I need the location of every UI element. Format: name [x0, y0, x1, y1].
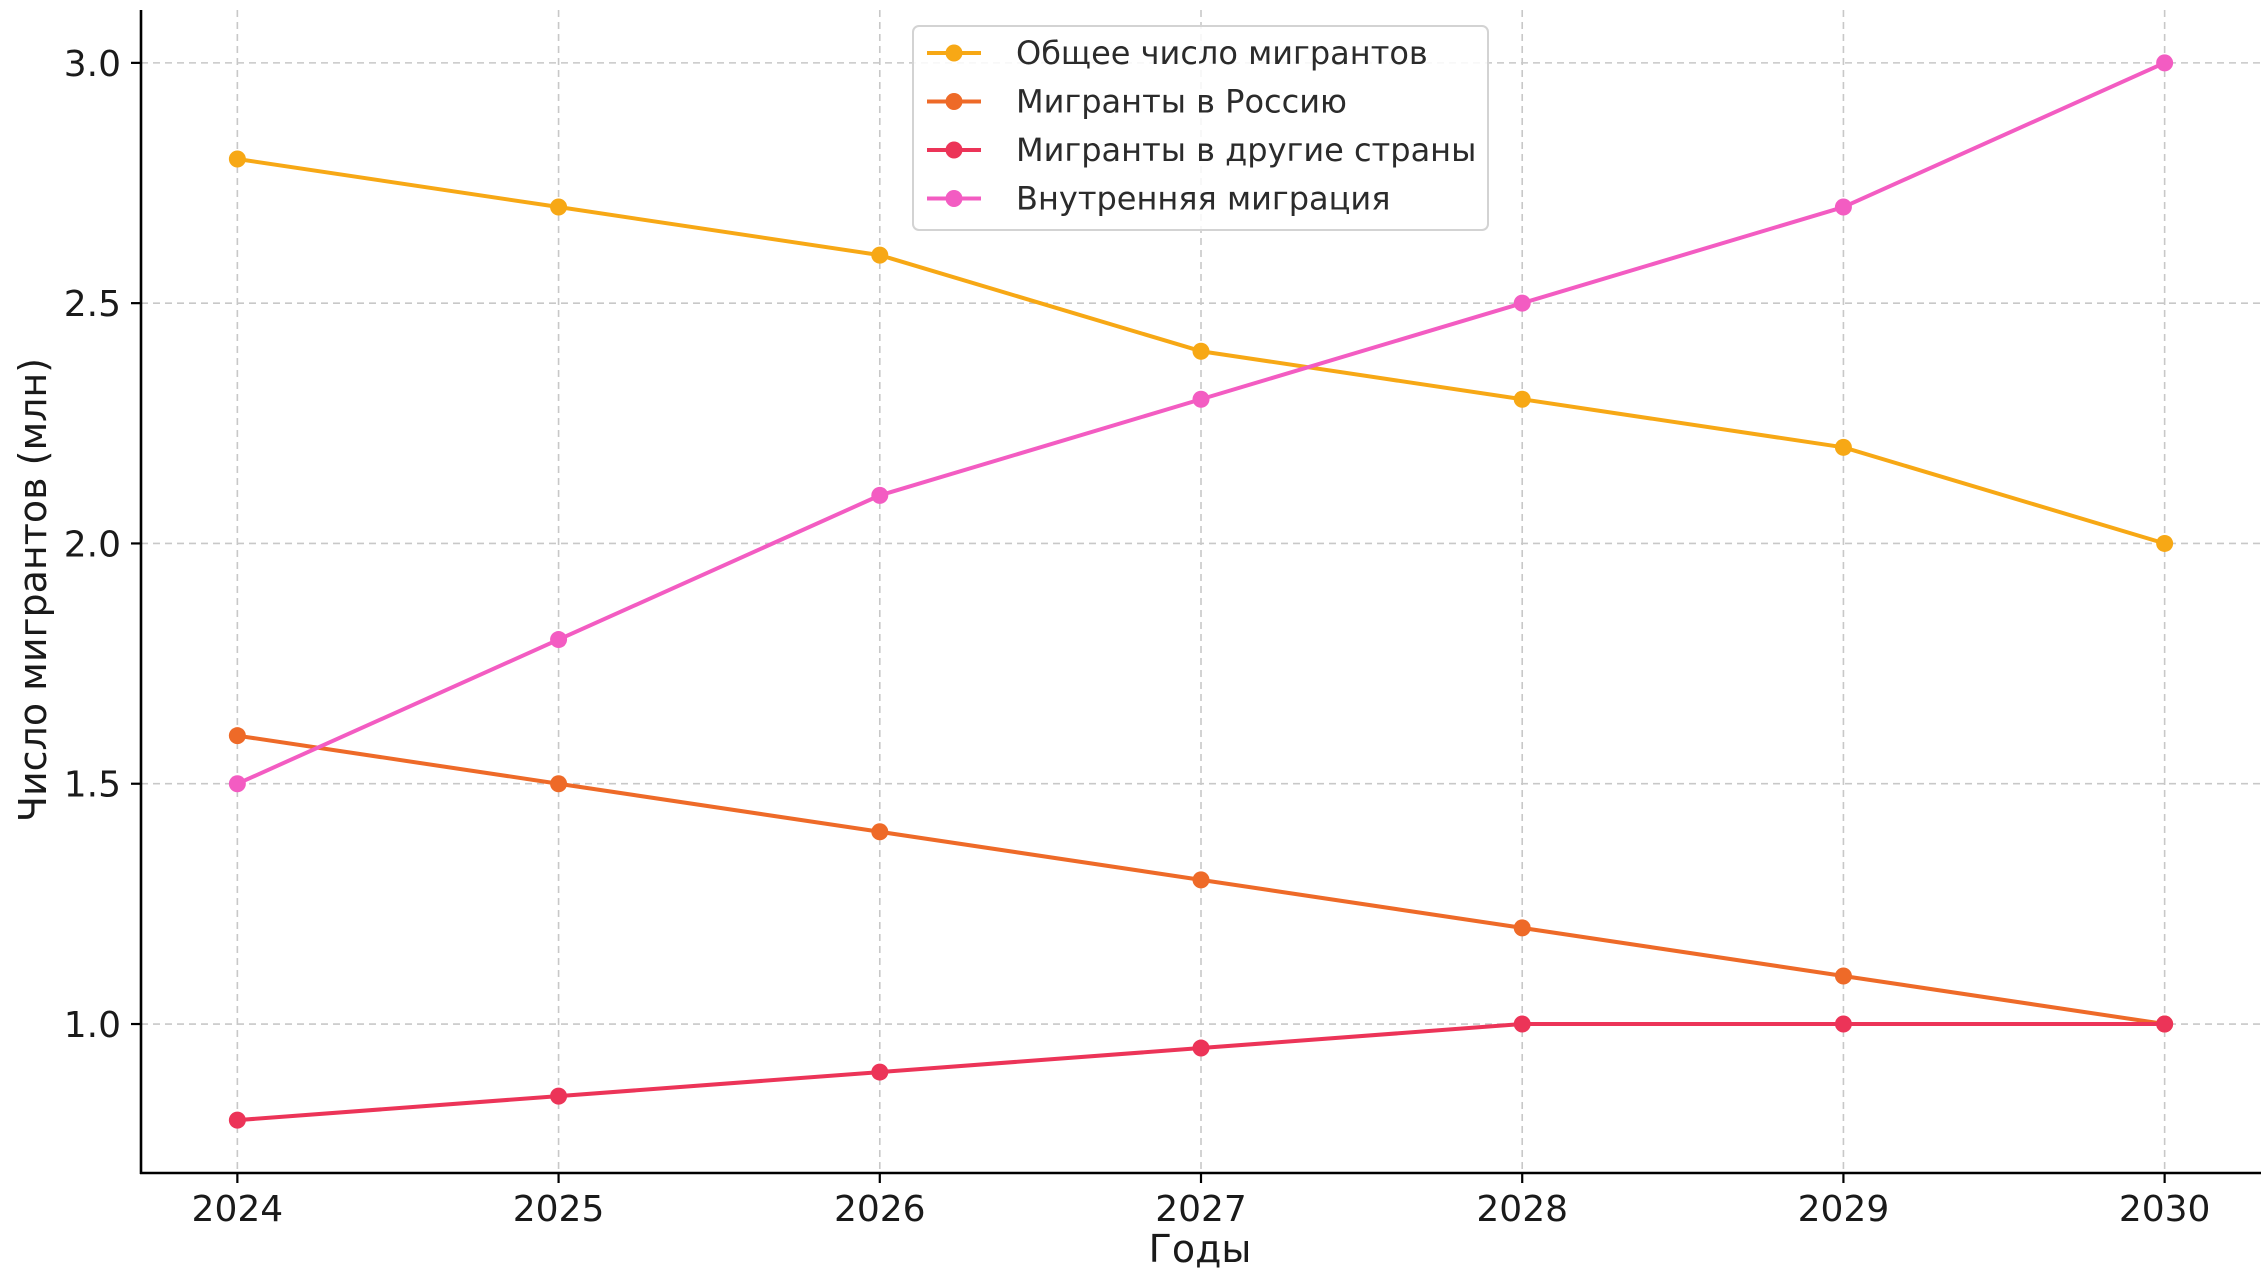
data-point [228, 727, 246, 745]
data-point [1513, 1015, 1531, 1033]
legend-marker [945, 141, 963, 159]
y-tick-label: 1.5 [64, 765, 121, 806]
y-tick-label: 2.5 [64, 284, 121, 325]
series-layer [228, 54, 2174, 1129]
legend-label: Мигранты в Россию [1016, 83, 1347, 121]
data-point [871, 1063, 889, 1081]
data-point [1834, 967, 1852, 985]
data-point [228, 775, 246, 793]
x-axis-title: Годы [1149, 1227, 1252, 1271]
data-point [871, 486, 889, 504]
x-tick-label: 2029 [1798, 1189, 1890, 1230]
x-tick-label: 2028 [1476, 1189, 1568, 1230]
data-point [1513, 294, 1531, 312]
data-point [1834, 198, 1852, 216]
x-tick-label: 2026 [834, 1189, 926, 1230]
legend-item: Мигранты в Россию [927, 83, 1347, 121]
data-point [1192, 390, 1210, 408]
y-axis-title: Число мигрантов (млн) [11, 358, 55, 822]
x-tick-label: 2030 [2119, 1189, 2211, 1230]
legend-item: Внутренняя миграция [927, 180, 1390, 218]
data-point [550, 775, 568, 793]
data-point [1513, 919, 1531, 937]
data-point [228, 150, 246, 168]
legend-marker [945, 44, 963, 62]
data-point [2156, 534, 2174, 552]
data-point [1192, 871, 1210, 889]
series-1 [228, 150, 2174, 552]
y-tick-label: 1.0 [64, 1005, 121, 1046]
legend-item: Общее число мигрантов [927, 34, 1428, 72]
series-3 [228, 1015, 2174, 1129]
legend-marker [945, 93, 963, 110]
data-point [550, 631, 568, 649]
x-tick-label: 2024 [192, 1189, 284, 1230]
legend-label: Внутренняя миграция [1016, 180, 1390, 218]
legend-marker [945, 190, 963, 207]
data-point [2156, 54, 2174, 72]
series-4 [228, 54, 2174, 793]
legend: Общее число мигрантов Мигранты в Россию Ми… [912, 25, 1489, 231]
legend-item: Мигранты в другие страны [927, 131, 1476, 169]
data-point [550, 1087, 568, 1105]
x-tick-label: 2027 [1155, 1189, 1247, 1230]
data-point [1834, 438, 1852, 456]
data-point [1192, 1039, 1210, 1057]
data-point [871, 823, 889, 841]
y-tick-label: 2.0 [64, 524, 121, 565]
data-point [2156, 1015, 2174, 1033]
data-point [1834, 1015, 1852, 1033]
data-point [1192, 342, 1210, 360]
data-point [1513, 390, 1531, 408]
data-point [550, 198, 568, 216]
x-tick-label: 2025 [513, 1189, 605, 1230]
data-point [871, 246, 889, 264]
data-point [228, 1111, 246, 1129]
legend-label: Общее число мигрантов [1016, 34, 1428, 72]
axes: 2024 2025 2026 2027 2028 2029 2030 1.0 1.5 2.0 2.5… [64, 10, 2261, 1230]
legend-label: Мигранты в другие страны [1016, 131, 1476, 169]
legend-box [912, 25, 1489, 231]
y-tick-label: 3.0 [64, 44, 121, 85]
